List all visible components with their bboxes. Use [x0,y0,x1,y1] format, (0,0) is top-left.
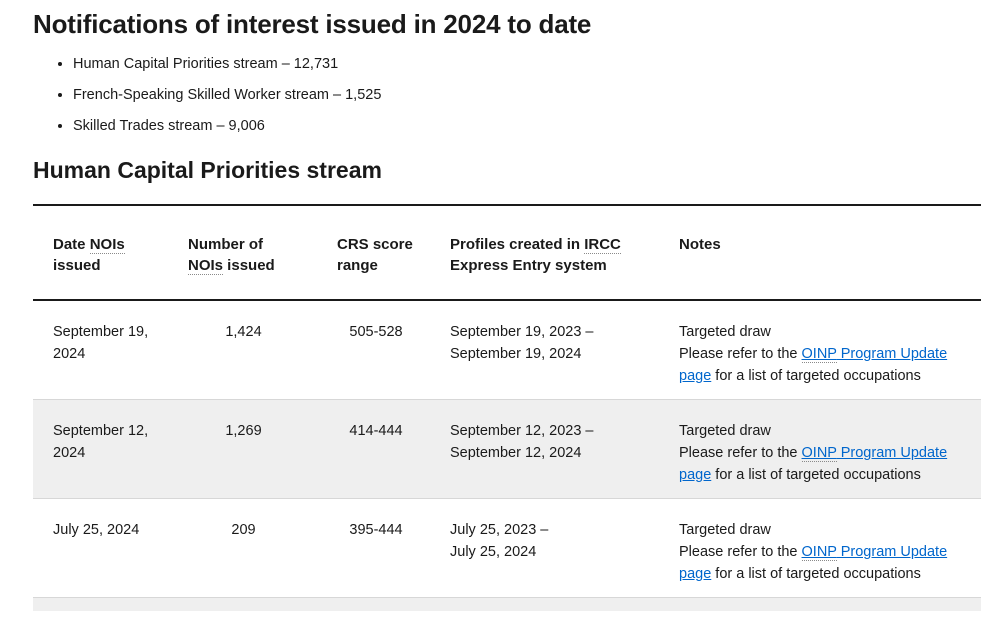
table-row-partial [33,597,981,611]
abbreviation-nois: NOIs [188,257,224,275]
cell-crs-score-range: 505-528 [349,324,403,340]
summary-list-item: Skilled Trades stream – 9,006 [73,116,1000,137]
cell-number-of-nois: 1,424 [225,324,262,340]
table-header-row: Date NOIs issued Number of NOIs issued CRS s… [33,204,981,301]
cell-number-of-nois: 1,269 [225,423,262,439]
cell-crs-score-range: 414-444 [349,423,403,439]
cell-notes: Targeted draw Please refer to the OINP Pr… [679,423,948,483]
page-title: Notifications of interest issued in 2024… [33,9,592,39]
column-header-crs-score-range: CRS score range [320,204,440,301]
abbreviation-oinp: OINP [801,445,837,462]
table-body: September 19, 2024 1,424 505-528 September … [33,300,981,597]
cell-date-nois-issued: September 12, 2024 [53,423,149,461]
abbreviation-oinp: OINP [801,346,837,363]
cell-number-of-nois: 209 [231,522,256,538]
column-header-profiles-created-in-ircc-express-entry-system: Profiles created in IRCC Express Entry sy… [440,204,665,301]
cell-notes: Targeted draw Please refer to the OINP Pr… [679,324,948,384]
oinp-program-update-link[interactable]: OINP Program Update page [679,445,948,483]
section-heading: Human Capital Priorities stream [33,157,382,183]
cell-date-nois-issued: September 19, 2024 [53,324,149,362]
noi-summary-list: Human Capital Priorities stream – 12,731… [33,54,1000,137]
table-row: September 12, 2024 1,269 414-444 September … [33,399,981,499]
table-header: Date NOIs issued Number of NOIs issued CRS s… [33,204,981,301]
page-content: Notifications of interest issued in 2024… [0,9,1000,611]
cell-profiles-created-period: July 25, 2023 – July 25, 2024 [450,522,549,560]
cell-date-nois-issued: July 25, 2024 [53,522,140,538]
table-row: September 19, 2024 1,424 505-528 September … [33,300,981,400]
summary-list-item: French-Speaking Skilled Worker stream – … [73,85,1000,106]
column-header-notes: Notes [665,204,981,301]
cell-crs-score-range: 395-444 [349,522,403,538]
oinp-program-update-link[interactable]: OINP Program Update page [679,544,948,582]
abbreviation-ircc: IRCC [584,236,621,254]
abbreviation-nois: NOIs [89,236,125,254]
column-header-date-nois-issued: Date NOIs issued [33,204,175,301]
cell-profiles-created-period: September 12, 2023 – September 12, 2024 [450,423,594,461]
hcp-stream-table: Date NOIs issued Number of NOIs issued CRS s… [33,204,981,597]
abbreviation-oinp: OINP [801,544,837,561]
cell-notes: Targeted draw Please refer to the OINP Pr… [679,522,948,582]
table-row: July 25, 2024 209 395-444 July 25, 2023 – Ju… [33,498,981,598]
oinp-program-update-link[interactable]: OINP Program Update page [679,346,948,384]
column-header-number-of-nois-issued: Number of NOIs issued [175,204,320,301]
summary-list-item: Human Capital Priorities stream – 12,731 [73,54,1000,75]
cell-profiles-created-period: September 19, 2023 – September 19, 2024 [450,324,594,362]
